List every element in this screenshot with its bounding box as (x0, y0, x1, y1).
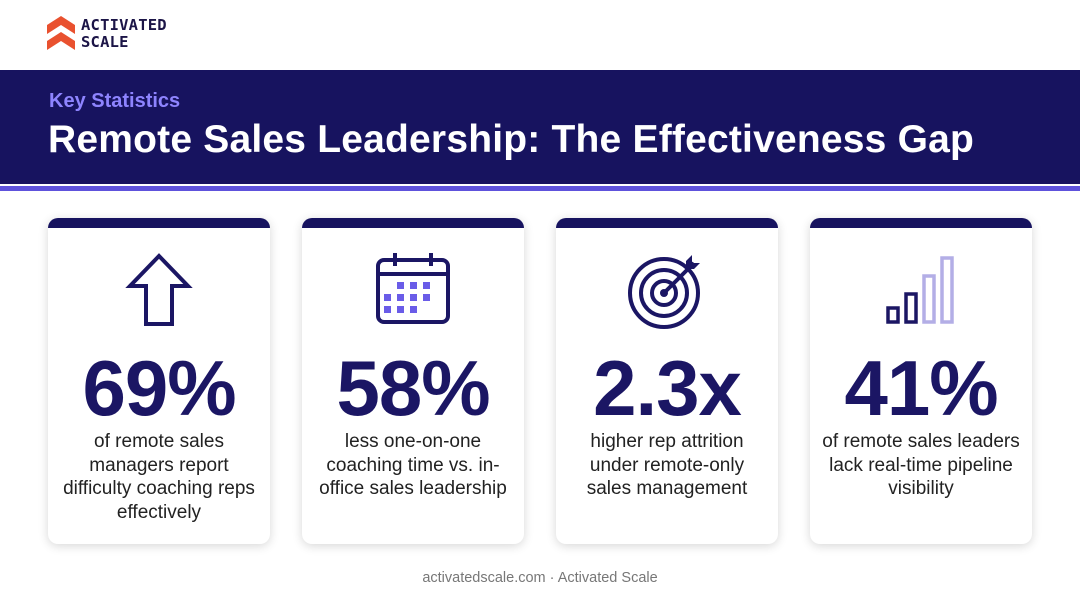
card-top-bar (48, 218, 270, 228)
stat-description: less one-on-one coaching time vs. in-off… (319, 431, 507, 499)
stat-description: of remote sales leaders lack real-time p… (822, 431, 1020, 499)
header-banner (0, 70, 1080, 184)
stat-card: 58% less one-on-one coaching time vs. in… (302, 218, 524, 544)
signal-bars-icon (886, 256, 954, 324)
logo-line-2: SCALE (81, 33, 129, 51)
card-top-bar (810, 218, 1032, 228)
arrow-up-icon (125, 253, 193, 326)
stat-value: 58% (336, 344, 490, 432)
stat-description: higher rep attrition under remote-only s… (586, 431, 748, 499)
card-top-bar (556, 218, 778, 228)
stat-value: 2.3x (593, 344, 742, 432)
footer-text: activatedscale.com · Activated Scale (422, 570, 658, 586)
stat-value: 69% (82, 344, 236, 432)
stat-card: 2.3x higher rep attrition under remote-o… (556, 218, 778, 544)
stat-card: 41% of remote sales leaders lack real-ti… (810, 218, 1032, 544)
brand-logo: ACTIVATED SCALE (47, 15, 167, 53)
logo-wordmark: ACTIVATED SCALE (81, 17, 167, 51)
header-stripe (0, 186, 1080, 191)
stat-description: of remote sales managers report difficul… (63, 431, 255, 523)
stat-value: 41% (844, 344, 998, 432)
target-icon (628, 255, 700, 329)
logo-line-1: ACTIVATED (81, 16, 167, 34)
page-title: Remote Sales Leadership: The Effectivene… (48, 118, 975, 161)
calendar-icon (376, 253, 450, 324)
section-kicker: Key Statistics (49, 90, 181, 112)
chevron-logo-icon (47, 16, 75, 50)
card-top-bar (302, 218, 524, 228)
stat-card: 69% of remote sales managers report diff… (48, 218, 270, 544)
